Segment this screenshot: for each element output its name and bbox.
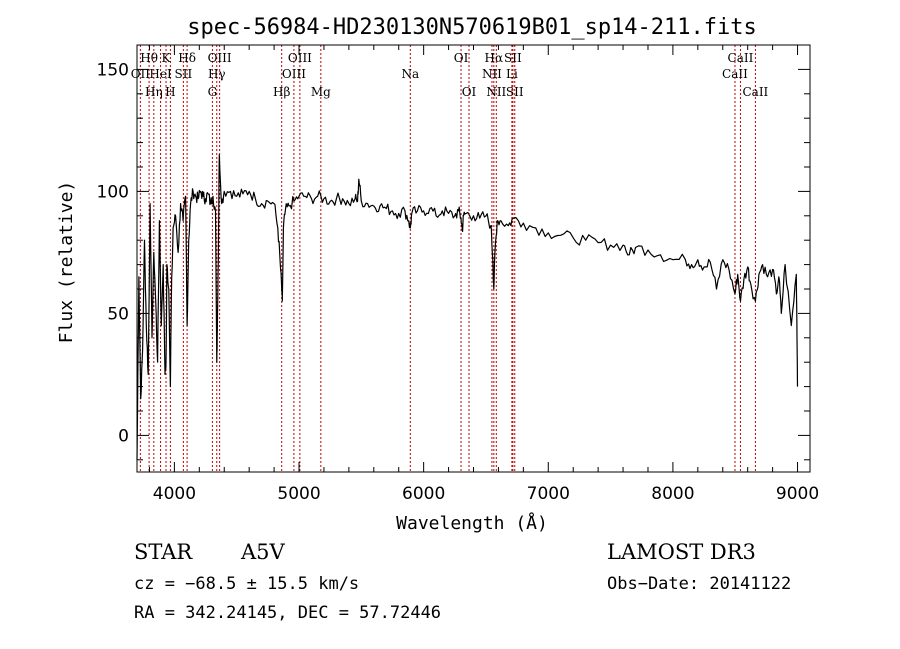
line-label: OI bbox=[454, 51, 469, 65]
x-tick-label: 9000 bbox=[776, 484, 819, 504]
object-subclass: A5V bbox=[241, 540, 285, 564]
line-label: CaII bbox=[742, 85, 768, 99]
line-label: HeI bbox=[149, 67, 172, 81]
line-label: OII bbox=[131, 67, 151, 81]
y-tick-label: 0 bbox=[118, 426, 129, 446]
y-tick-label: 150 bbox=[97, 60, 129, 80]
x-tick-label: 8000 bbox=[651, 484, 694, 504]
line-label: G bbox=[208, 85, 218, 99]
line-label: OIII bbox=[282, 67, 306, 81]
y-tick-label: 50 bbox=[107, 304, 129, 324]
y-axis: 0 50 100 150 bbox=[97, 44, 810, 461]
object-class: STAR bbox=[134, 540, 193, 564]
line-markers bbox=[139, 45, 756, 472]
x-tick-label: 7000 bbox=[527, 484, 570, 504]
line-label: OIII bbox=[208, 51, 232, 65]
x-axis: 4000 5000 6000 7000 8000 9000 bbox=[148, 45, 819, 504]
x-tick-label: 5000 bbox=[277, 484, 320, 504]
spectrum-line bbox=[136, 154, 799, 460]
line-label: OIII bbox=[288, 51, 312, 65]
line-label: CaII bbox=[722, 67, 748, 81]
line-label: Hβ bbox=[273, 85, 290, 99]
line-label: Hη bbox=[145, 85, 163, 99]
obs-date: Obs−Date: 20141122 bbox=[607, 574, 792, 594]
x-axis-label: Wavelength (Å) bbox=[396, 512, 548, 534]
line-label: NII bbox=[482, 67, 502, 81]
line-label: SII bbox=[175, 67, 193, 81]
line-label: K bbox=[162, 51, 172, 65]
line-label: NII bbox=[486, 85, 506, 99]
survey-name: LAMOST DR3 bbox=[607, 540, 756, 564]
x-tick-label: 4000 bbox=[153, 484, 196, 504]
line-labels: HθOIIHηHeIKHSIIHδGHγOIIIHβOIIIOIIIMgNaOI… bbox=[131, 51, 769, 99]
line-label: Na bbox=[401, 67, 419, 81]
line-label: Hδ bbox=[178, 51, 196, 65]
line-label: H bbox=[165, 85, 175, 99]
x-tick-label: 6000 bbox=[402, 484, 445, 504]
line-label: SII bbox=[506, 85, 524, 99]
line-label: Li bbox=[506, 67, 518, 81]
line-label: Hγ bbox=[208, 67, 226, 81]
line-label: SII bbox=[504, 51, 522, 65]
line-label: OI bbox=[462, 85, 477, 99]
y-tick-label: 100 bbox=[97, 182, 129, 202]
coordinates-readout: RA = 342.24145, DEC = 57.72446 bbox=[134, 603, 442, 623]
line-label: Hθ bbox=[140, 51, 158, 65]
y-axis-label: Flux (relative) bbox=[56, 181, 77, 344]
line-label: CaII bbox=[728, 51, 754, 65]
line-label: Hα bbox=[485, 51, 504, 65]
redshift-readout: cz = −68.5 ± 15.5 km/s bbox=[134, 574, 360, 594]
line-label: Mg bbox=[311, 85, 331, 99]
chart-title: spec-56984-HD230130N570619B01_sp14-211.f… bbox=[187, 15, 757, 40]
plot-frame bbox=[136, 44, 811, 473]
